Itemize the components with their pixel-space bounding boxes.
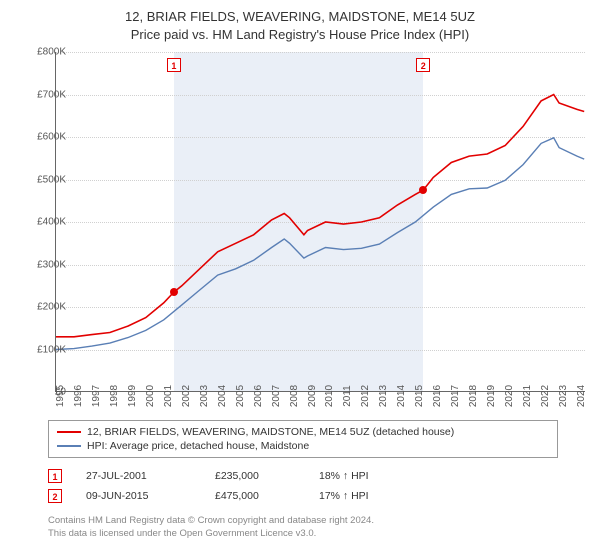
title-line-2: Price paid vs. HM Land Registry's House … [0, 26, 600, 44]
event-marker-box: 2 [416, 58, 430, 72]
x-axis-tick-label: 2004 [217, 385, 228, 407]
x-axis-tick-label: 1999 [127, 385, 138, 407]
event-pct-vs-hpi: 18% ↑ HPI [319, 470, 409, 482]
x-axis-tick-label: 2007 [271, 385, 282, 407]
x-axis-tick-label: 2010 [324, 385, 335, 407]
chart-plot-area: 12 [55, 52, 585, 392]
footer-line-1: Contains HM Land Registry data © Crown c… [48, 515, 558, 528]
x-axis-tick-label: 2021 [522, 385, 533, 407]
x-axis-tick-label: 2009 [307, 385, 318, 407]
x-axis-tick-label: 2013 [378, 385, 389, 407]
x-axis-tick-label: 2022 [540, 385, 551, 407]
x-axis-tick-label: 2002 [181, 385, 192, 407]
y-axis-tick-label: £500K [16, 174, 66, 185]
event-pct-vs-hpi: 17% ↑ HPI [319, 490, 409, 502]
y-axis-tick-label: £700K [16, 89, 66, 100]
x-axis-tick-label: 2018 [468, 385, 479, 407]
x-axis-tick-label: 2015 [414, 385, 425, 407]
event-marker-point [170, 288, 178, 296]
y-axis-tick-label: £600K [16, 132, 66, 143]
series-line [56, 138, 584, 350]
x-axis-tick-label: 2006 [253, 385, 264, 407]
y-axis-tick-label: £300K [16, 259, 66, 270]
event-price: £235,000 [215, 470, 295, 482]
event-marker-box: 1 [167, 58, 181, 72]
footer-line-2: This data is licensed under the Open Gov… [48, 528, 558, 541]
event-marker-point [419, 186, 427, 194]
x-axis-tick-label: 1995 [55, 385, 66, 407]
footer-attribution: Contains HM Land Registry data © Crown c… [48, 515, 558, 541]
legend-item: HPI: Average price, detached house, Maid… [57, 439, 549, 453]
legend-label: HPI: Average price, detached house, Maid… [87, 440, 309, 452]
x-axis-tick-label: 1998 [109, 385, 120, 407]
x-axis-tick-label: 2000 [145, 385, 156, 407]
chart-title-block: 12, BRIAR FIELDS, WEAVERING, MAIDSTONE, … [0, 0, 600, 48]
event-table: 1 27-JUL-2001 £235,000 18% ↑ HPI 2 09-JUN-201… [48, 466, 558, 506]
x-axis-tick-label: 2011 [342, 385, 353, 407]
event-date: 09-JUN-2015 [86, 490, 191, 502]
x-axis-tick-label: 2014 [396, 385, 407, 407]
legend-label: 12, BRIAR FIELDS, WEAVERING, MAIDSTONE, … [87, 426, 454, 438]
x-axis-tick-label: 2003 [199, 385, 210, 407]
y-axis-tick-label: £100K [16, 344, 66, 355]
event-row: 1 27-JUL-2001 £235,000 18% ↑ HPI [48, 466, 558, 486]
x-axis-tick-label: 2024 [576, 385, 587, 407]
x-axis-tick-label: 2012 [360, 385, 371, 407]
x-axis-tick-label: 2019 [486, 385, 497, 407]
x-axis-tick-label: 1996 [73, 385, 84, 407]
title-line-1: 12, BRIAR FIELDS, WEAVERING, MAIDSTONE, … [0, 8, 600, 26]
legend: 12, BRIAR FIELDS, WEAVERING, MAIDSTONE, … [48, 420, 558, 458]
legend-swatch [57, 445, 81, 447]
x-axis-tick-label: 2017 [450, 385, 461, 407]
y-axis-tick-label: £200K [16, 302, 66, 313]
x-axis-tick-label: 2001 [163, 385, 174, 407]
event-number-badge: 2 [48, 489, 62, 503]
y-axis-tick-label: £800K [16, 47, 66, 58]
event-row: 2 09-JUN-2015 £475,000 17% ↑ HPI [48, 486, 558, 506]
x-axis-tick-label: 2020 [504, 385, 515, 407]
x-axis-tick-label: 2023 [558, 385, 569, 407]
legend-swatch [57, 431, 81, 433]
event-date: 27-JUL-2001 [86, 470, 191, 482]
x-axis-tick-label: 2005 [235, 385, 246, 407]
x-axis-tick-label: 2008 [289, 385, 300, 407]
series-line [56, 95, 584, 337]
y-axis-tick-label: £400K [16, 217, 66, 228]
legend-item: 12, BRIAR FIELDS, WEAVERING, MAIDSTONE, … [57, 425, 549, 439]
x-axis-tick-label: 2016 [432, 385, 443, 407]
chart-lines [56, 52, 586, 392]
event-number-badge: 1 [48, 469, 62, 483]
x-axis-tick-label: 1997 [91, 385, 102, 407]
event-price: £475,000 [215, 490, 295, 502]
